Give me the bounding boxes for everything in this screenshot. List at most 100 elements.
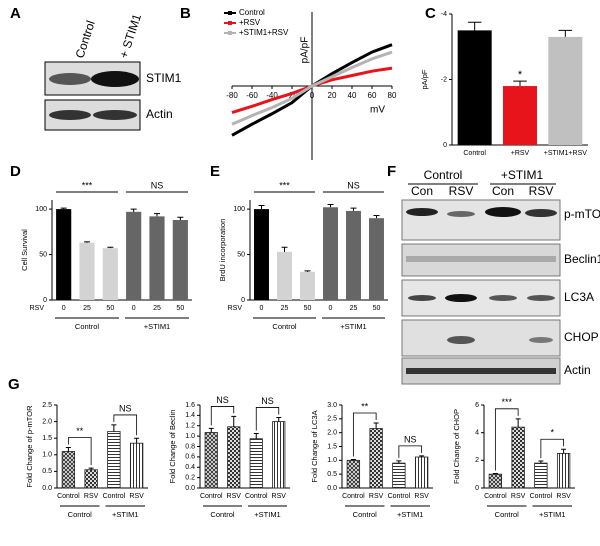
panel-letter: A: [10, 5, 21, 22]
legend-marker: [228, 21, 232, 25]
error-bar: [258, 204, 265, 210]
group-label: +STIM1: [144, 322, 170, 331]
legend-marker: [228, 31, 232, 35]
error-bar: [350, 207, 357, 211]
bar: [61, 451, 76, 489]
error-bar: [419, 455, 425, 458]
bar: [300, 271, 315, 300]
row-label: Actin: [146, 107, 173, 121]
error-bar: [538, 460, 544, 464]
blot-a: Control + STIM1 STIM1 Actin: [44, 12, 182, 131]
band: [447, 211, 475, 217]
x-tick-label: 25: [153, 305, 161, 312]
x-tick-label: 40: [348, 91, 357, 100]
error-bar: [304, 270, 311, 272]
y-tick-label: 1.0: [185, 433, 195, 440]
x-tick-label: RSV: [272, 493, 287, 500]
legend-marker: [228, 11, 232, 15]
error-bar: [513, 80, 527, 87]
group-label: Control: [353, 510, 378, 519]
y-tick-label: 0.8: [185, 443, 195, 450]
x-tick-label: RSV: [511, 493, 526, 500]
error-bar: [373, 214, 380, 219]
bar: [534, 462, 548, 489]
x-tick-label: 25: [281, 305, 289, 312]
y-tick-label: 2.5: [327, 416, 337, 423]
error-bar: [492, 472, 498, 475]
lane-label: RSV: [449, 184, 474, 198]
bar: [277, 251, 292, 300]
significance: ***: [501, 397, 512, 407]
y-tick-label: 0: [43, 297, 47, 304]
panel-letter: B: [180, 5, 191, 22]
y-axis-label: Cell Survival: [20, 229, 29, 271]
panel-letter: E: [210, 163, 220, 180]
x-axis-label: RSV: [30, 305, 45, 312]
bar: [149, 216, 165, 300]
lane-label: Con: [411, 184, 433, 198]
x-tick-label: Control: [463, 150, 486, 157]
error-bar: [88, 467, 94, 470]
significance: *: [518, 69, 523, 81]
error-bar: [515, 418, 521, 428]
y-tick-label: 2.0: [327, 430, 337, 437]
x-tick-label: 25: [350, 305, 358, 312]
x-tick-label: Control: [530, 493, 553, 500]
error-bar: [107, 246, 114, 249]
group-label: Control: [75, 322, 100, 331]
x-tick-label: Control: [388, 493, 411, 500]
bar: [172, 220, 188, 300]
y-tick-label: 0: [475, 485, 479, 492]
band: [408, 295, 436, 301]
y-axis-label: Fold Change of LC3A: [310, 410, 319, 482]
band: [93, 110, 137, 120]
bar: [548, 36, 583, 145]
y-tick-label: 0.0: [185, 485, 195, 492]
row-label: LC3A: [564, 290, 594, 304]
significance: NS: [347, 180, 360, 190]
y-tick-label: 50: [39, 251, 47, 258]
y-tick-label: 1.2: [185, 423, 195, 430]
x-tick-label: Control: [200, 493, 223, 500]
band: [447, 336, 475, 344]
x-tick-label: 50: [373, 305, 381, 312]
y-tick-label: -4: [441, 11, 447, 18]
y-tick-label: 0.0: [42, 485, 52, 492]
bar: [511, 426, 525, 489]
significance-bracket: [255, 407, 280, 431]
significance: ***: [279, 180, 290, 190]
band: [529, 337, 553, 343]
y-tick-label: 100: [35, 206, 47, 213]
group-label: +STIM1: [340, 322, 366, 331]
x-tick-label: Control: [57, 493, 80, 500]
y-tick-label: 0.0: [327, 485, 337, 492]
y-tick-label: -2: [441, 76, 447, 83]
panel-letter: D: [10, 163, 21, 180]
blot-f: Control +STIM1 Con RSV Con RSV p-mTOR Be…: [401, 168, 600, 385]
significance: **: [361, 401, 369, 411]
legend-label: +STIM1+RSV: [239, 28, 289, 37]
bar: [488, 473, 503, 489]
significance-bracket: [540, 438, 565, 459]
x-tick-label: +RSV: [511, 150, 530, 157]
bar: [84, 469, 98, 489]
row-label: STIM1: [146, 71, 182, 85]
bar: [102, 248, 118, 300]
group-label: +STIM1: [539, 510, 565, 519]
x-tick-label: 25: [83, 305, 91, 312]
y-axis-label: Fold Change of Beclin: [168, 410, 177, 484]
error-bar: [134, 437, 140, 444]
error-bar: [350, 459, 356, 461]
bar: [392, 462, 406, 489]
row-label: p-mTOR: [564, 207, 600, 221]
group-label: +STIM1: [112, 510, 138, 519]
error-bar: [467, 21, 482, 31]
band: [91, 71, 139, 87]
lane-label: + STIM1: [117, 12, 145, 60]
y-tick-label: 1.0: [42, 452, 52, 459]
y-tick-label: 0.4: [185, 464, 195, 471]
bar: [227, 426, 241, 489]
band: [49, 110, 91, 120]
group-label: +STIM1: [501, 168, 544, 182]
panel-letter: F: [387, 163, 396, 180]
